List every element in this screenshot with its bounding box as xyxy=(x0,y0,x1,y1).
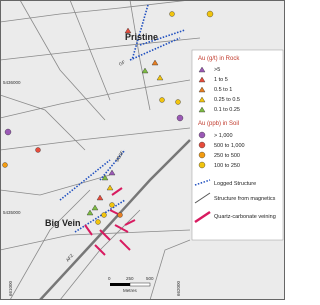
scale-label: 250 xyxy=(126,276,134,281)
structure-label: AFZ xyxy=(65,253,74,263)
place-label: Pristine xyxy=(125,32,158,42)
legend-item: Logged Structure xyxy=(214,181,256,187)
legend-symbol xyxy=(198,161,206,169)
legend-symbol xyxy=(198,86,206,93)
legend-item: 250 to 500 xyxy=(214,153,240,159)
legend-item: >5 xyxy=(214,67,220,73)
scale-label: 500 xyxy=(146,276,154,281)
structure-label: BBSF xyxy=(115,150,125,163)
logged-structures xyxy=(59,4,186,233)
legend-item: 1 to 5 xyxy=(214,77,228,83)
legend-symbol xyxy=(198,131,206,139)
easting-label: 661000 xyxy=(8,280,13,296)
legend-item: > 1,000 xyxy=(214,133,233,139)
legend-swatch xyxy=(194,192,211,204)
legend-item: 100 to 250 xyxy=(214,163,240,169)
place-label: Big Vein xyxy=(45,218,81,228)
northing-label: 5436000 xyxy=(3,80,21,85)
legend-item: 0.5 to 1 xyxy=(214,87,232,93)
legend-symbol xyxy=(198,141,206,149)
scale-label: 0 xyxy=(108,276,111,281)
soil-legend: > 1,000 500 to 1,000 250 to 500 100 to 250 xyxy=(198,131,245,169)
scale-unit: Metres xyxy=(123,288,138,293)
legend-swatch xyxy=(194,179,211,186)
legend-symbol xyxy=(198,96,206,103)
legend-title: Au (g/t) in Rock xyxy=(198,56,240,62)
magnetic-structure xyxy=(39,139,191,301)
legend-symbol xyxy=(198,76,206,83)
legend-item: 0.25 to 0.5 xyxy=(214,97,240,103)
veining xyxy=(84,187,136,256)
legend-swatch xyxy=(194,210,211,224)
legend-symbol xyxy=(198,151,206,159)
easting-label: 662000 xyxy=(176,280,181,296)
map: Pristine Big Vein GF BBSF AFZ 5436000 54… xyxy=(0,0,285,301)
samples xyxy=(2,10,214,225)
legend: Au (g/t) in Rock >5 1 to 5 0.5 to 1 0.25 to… xyxy=(191,49,284,241)
legend-item: 500 to 1,000 xyxy=(214,143,245,149)
scale-bar: 0 250 500 Metres xyxy=(108,276,154,293)
structures xyxy=(0,0,201,301)
legend-title: Au (ppb) in Soil xyxy=(198,121,239,127)
northing-label: 5435000 xyxy=(3,210,21,215)
legend-item: 0.1 to 0.25 xyxy=(214,107,240,113)
legend-item: Quartz-carbonate veining xyxy=(214,214,276,220)
legend-symbol xyxy=(198,106,206,113)
structure-label: GF xyxy=(118,59,126,67)
legend-symbol xyxy=(198,66,206,73)
legend-item: Structure from magnetics xyxy=(214,196,276,202)
rock-legend: >5 1 to 5 0.5 to 1 0.25 to 0.5 0.1 to 0.25 xyxy=(198,66,240,113)
